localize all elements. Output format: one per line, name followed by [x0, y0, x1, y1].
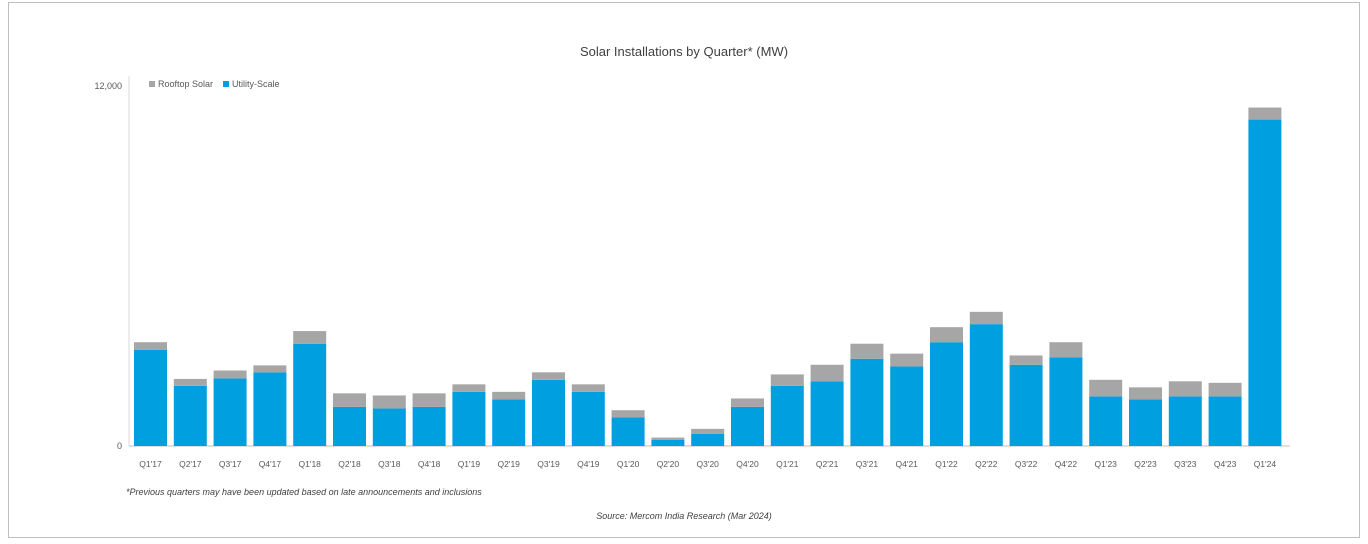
chart-title: Solar Installations by Quarter* (MW) — [579, 44, 789, 59]
legend-swatch-utility — [223, 81, 230, 87]
footnote: *Previous quarters may have been updated… — [126, 487, 482, 497]
legend-label-utility: Utility-Scale — [232, 79, 280, 89]
chart-frame — [8, 2, 1360, 538]
source-note: Source: Mercom India Research (Mar 2024) — [596, 511, 772, 521]
legend-item-rooftop: Rooftop Solar — [149, 79, 213, 89]
chart-legend: Rooftop Solar Utility-Scale — [149, 79, 280, 89]
legend-swatch-rooftop — [149, 81, 155, 87]
legend-label-rooftop: Rooftop Solar — [158, 79, 214, 89]
legend-item-utility: Utility-Scale — [223, 79, 280, 89]
